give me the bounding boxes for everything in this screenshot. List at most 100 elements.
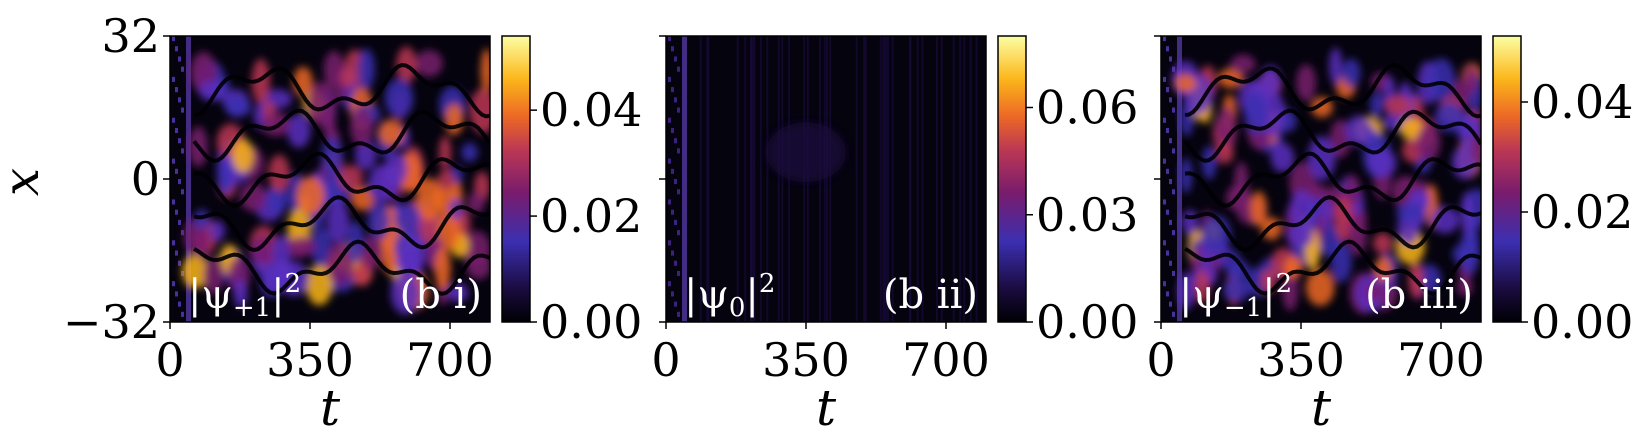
faint-streak [829, 36, 832, 322]
initial-stripe [677, 311, 680, 317]
heatmap-field [668, 36, 978, 322]
faint-streak [886, 36, 889, 322]
faint-glow [766, 122, 846, 183]
initial-stripe [172, 158, 175, 164]
initial-stripe [671, 250, 674, 256]
colorbar-tick-label: 0.03 [1036, 188, 1138, 242]
faint-streak [885, 36, 888, 322]
initial-stripe [175, 250, 178, 256]
density-blob [1372, 232, 1393, 254]
density-blob [1181, 209, 1199, 235]
faint-streak [936, 36, 939, 322]
density-blob [480, 48, 490, 94]
faint-streak [753, 36, 756, 322]
dark-soliton-line [193, 239, 490, 296]
density-blob [1396, 202, 1425, 222]
initial-stripe [181, 189, 184, 195]
initial-stripe [671, 127, 674, 134]
initial-stripe [1163, 281, 1166, 287]
initial-stripe [175, 291, 178, 297]
dark-soliton-line [1184, 62, 1481, 119]
faint-streak [863, 36, 866, 322]
initial-stripe [178, 138, 181, 144]
initial-stripe [1172, 107, 1175, 113]
density-blob [357, 48, 375, 90]
dark-soliton-line [193, 151, 490, 208]
faint-streak [879, 36, 882, 322]
initial-stripe [1169, 260, 1172, 266]
y-tick-label: 0 [131, 152, 160, 206]
density-blobs [1171, 47, 1481, 315]
initial-stripe [1166, 87, 1169, 93]
density-blob [384, 78, 414, 118]
density-blob [1329, 47, 1343, 85]
initial-stripe [175, 46, 178, 52]
field-label: |ψ+1|2 [188, 269, 301, 323]
density-blob [1365, 281, 1384, 302]
initial-stripe [668, 281, 671, 287]
heatmap-field [1163, 36, 1481, 322]
initial-stripe [1166, 291, 1169, 297]
dark-soliton-line [1184, 195, 1481, 253]
density-blob [1370, 91, 1384, 118]
heatmap-panel-2: 0 350 700 t |ψ0|2 (b ii) 0.00 0.03 0.06 [651, 35, 1138, 437]
initial-stripe [178, 179, 181, 185]
faint-streak [891, 36, 894, 322]
density-blob [1416, 124, 1441, 162]
heatmap-panel-3: 0 350 700 t |ψ−1|2 (b iii) 0.00 0.02 0.04 [1146, 35, 1633, 437]
faint-streak [952, 36, 955, 322]
initial-stripe [1163, 158, 1166, 164]
initial-stripe [1166, 127, 1169, 134]
density-blob [1234, 161, 1249, 204]
density-blob [1457, 277, 1473, 297]
density-blob [1243, 92, 1268, 135]
density-blob [199, 81, 224, 101]
density-blob [340, 67, 357, 88]
y-tick-label: 32 [101, 9, 160, 63]
colorbar-tick-label: 0.00 [1036, 295, 1138, 349]
density-blob [296, 176, 325, 215]
initial-stripe [1163, 240, 1166, 246]
initial-stripe [677, 148, 680, 154]
initial-stripe [1172, 189, 1175, 195]
density-blob [1430, 206, 1460, 234]
density-blob [394, 202, 422, 235]
initial-stripe [1169, 219, 1172, 225]
density-blob [1369, 148, 1397, 178]
x-tick-label: 0 [651, 333, 680, 387]
dark-soliton-line [1183, 108, 1481, 163]
panel-label: (b iii) [1365, 272, 1473, 318]
density-blob [390, 271, 421, 315]
faint-streak [706, 36, 709, 322]
faint-streak [916, 36, 919, 322]
field-label: |ψ0|2 [684, 269, 775, 323]
initial-stripe [671, 168, 674, 174]
colorbar-tick-label: 0.02 [540, 189, 642, 243]
x-axis-label: t [1311, 379, 1332, 437]
density-blob [1201, 145, 1217, 180]
initial-stripe [175, 168, 178, 174]
initial-stripe [178, 301, 181, 307]
faint-streak [959, 36, 962, 322]
density-blob [203, 256, 224, 295]
density-blob [218, 176, 231, 195]
initial-stripe [178, 260, 181, 266]
initial-stripe [671, 291, 674, 297]
initial-stripe [677, 270, 680, 277]
initial-stripe [181, 311, 184, 317]
faint-streak [759, 36, 762, 322]
initial-stripe [668, 117, 671, 123]
faint-streak [777, 36, 780, 322]
faint-streak [908, 36, 911, 322]
initial-stripe [178, 97, 181, 103]
initial-stripe [1163, 199, 1166, 205]
x-tick-label: 350 [1257, 333, 1345, 387]
initial-stripe [1166, 209, 1169, 215]
density-blob [224, 95, 252, 118]
faint-streak [752, 36, 755, 322]
initial-stripe [181, 107, 184, 113]
initial-stripe [677, 66, 680, 72]
initial-stripe [668, 240, 671, 246]
initial-stripe [178, 56, 181, 62]
faint-streak [744, 36, 747, 322]
